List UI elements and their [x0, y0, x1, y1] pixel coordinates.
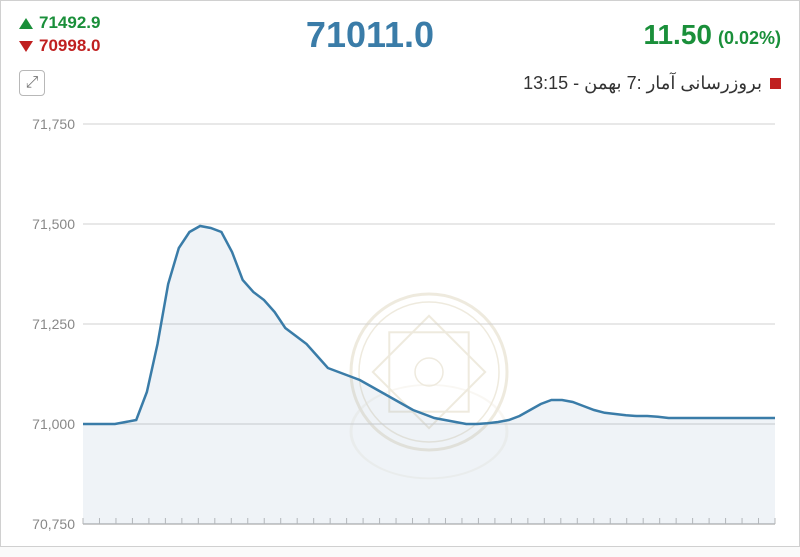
main-value: 71011.0	[169, 14, 571, 56]
change-percent: (0.02%)	[718, 28, 781, 49]
change-block: 11.50 (0.02%)	[581, 19, 781, 51]
expand-button[interactable]: ⤢	[19, 70, 45, 96]
change-absolute: 11.50	[643, 19, 712, 51]
svg-text:71,250: 71,250	[32, 316, 75, 332]
low-value: 70998.0	[39, 36, 100, 56]
svg-text:70,750: 70,750	[32, 516, 75, 532]
svg-text:71,000: 71,000	[32, 416, 75, 432]
market-panel: 71492.9 70998.0 71011.0 11.50 (0.02%) ⤢ …	[0, 0, 800, 547]
svg-text:71,750: 71,750	[32, 116, 75, 132]
sub-row: ⤢ بروزرسانی آمار :7 بهمن - 13:15	[1, 64, 799, 106]
triangle-up-icon	[19, 18, 33, 29]
line-chart[interactable]: 70,750 71,000 71,250 71,500 71,750	[19, 106, 783, 536]
chart-area: 70,750 71,000 71,250 71,500 71,750	[1, 106, 799, 546]
status-square-icon	[770, 78, 781, 89]
low-row: 70998.0	[19, 36, 159, 56]
hi-lo-block: 71492.9 70998.0	[19, 13, 159, 56]
expand-icon: ⤢	[26, 74, 39, 92]
update-info: بروزرسانی آمار :7 بهمن - 13:15	[523, 73, 781, 94]
header-row: 71492.9 70998.0 71011.0 11.50 (0.02%)	[1, 1, 799, 64]
triangle-down-icon	[19, 41, 33, 52]
high-row: 71492.9	[19, 13, 159, 33]
high-value: 71492.9	[39, 13, 100, 33]
update-text: بروزرسانی آمار :7 بهمن - 13:15	[523, 73, 762, 94]
svg-text:71,500: 71,500	[32, 216, 75, 232]
